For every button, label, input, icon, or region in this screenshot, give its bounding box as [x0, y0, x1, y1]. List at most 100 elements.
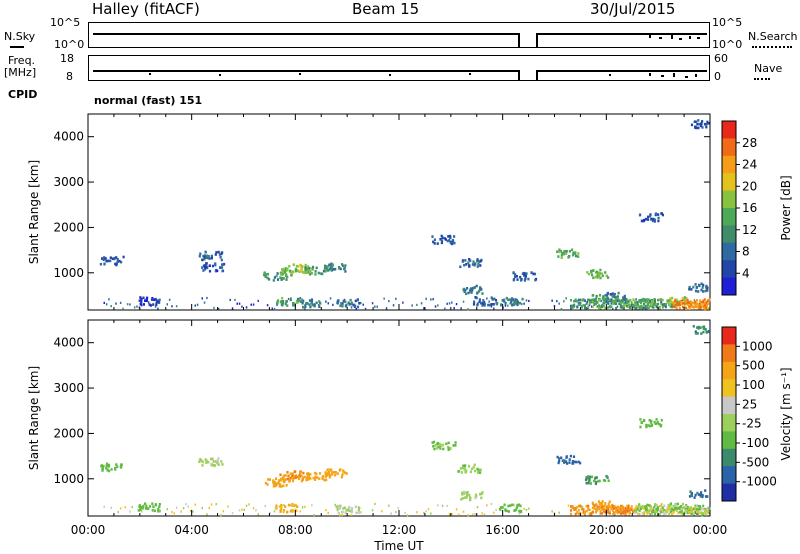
- data-cell: [465, 491, 468, 495]
- data-cell: [570, 299, 572, 302]
- data-cell: [700, 282, 703, 286]
- data-cell: [582, 508, 585, 511]
- data-cell: [688, 506, 691, 510]
- data-cell: [597, 272, 600, 276]
- data-cell: [158, 509, 161, 512]
- data-cell: [483, 304, 486, 307]
- data-cell: [559, 249, 562, 253]
- data-cell: [527, 277, 530, 281]
- data-cell: [271, 307, 273, 310]
- data-cell: [441, 236, 444, 240]
- data-cell: [657, 302, 660, 306]
- data-cell: [252, 303, 255, 306]
- data-cell: [287, 474, 290, 478]
- data-cell: [686, 301, 689, 304]
- data-cell: [151, 502, 154, 505]
- y-tick-label: 4000: [53, 336, 84, 350]
- data-cell: [341, 263, 344, 266]
- data-cell: [340, 302, 343, 305]
- data-cell: [591, 273, 594, 277]
- data-cell: [576, 511, 579, 514]
- data-cell: [635, 504, 637, 507]
- data-cell: [326, 472, 329, 475]
- data-cell: [148, 303, 151, 306]
- data-cell: [680, 512, 683, 515]
- data-cell: [248, 503, 250, 506]
- data-cell: [640, 305, 642, 308]
- data-cell: [694, 507, 697, 510]
- nsky-panel: [88, 22, 710, 48]
- data-cell: [701, 494, 704, 497]
- data-cell: [315, 472, 318, 476]
- data-cell: [699, 511, 702, 515]
- data-cell: [696, 305, 698, 309]
- data-cell: [699, 302, 702, 305]
- data-cell: [682, 513, 684, 516]
- data-cell: [306, 265, 310, 268]
- data-cell: [567, 504, 570, 507]
- data-cell: [328, 468, 331, 471]
- data-cell: [296, 475, 299, 479]
- data-cell: [700, 288, 703, 292]
- data-cell: [565, 252, 568, 255]
- data-cell: [374, 305, 376, 308]
- data-cell: [574, 252, 577, 255]
- data-cell: [577, 504, 580, 508]
- data-cell: [308, 299, 312, 302]
- data-cell: [388, 504, 390, 507]
- data-cell: [345, 304, 348, 308]
- data-cell: [276, 272, 279, 275]
- data-cell: [654, 422, 657, 425]
- data-cell: [701, 495, 704, 499]
- y-axis-label: Slant Range [km]: [27, 366, 41, 470]
- data-cell: [573, 460, 577, 464]
- data-cell: [469, 496, 472, 500]
- data-cell: [118, 259, 121, 263]
- data-cell: [299, 263, 302, 267]
- data-cell: [437, 445, 440, 449]
- data-cell: [335, 505, 338, 508]
- data-cell: [105, 259, 108, 263]
- data-cell: [327, 269, 330, 272]
- data-cell: [556, 455, 559, 459]
- data-cell: [324, 269, 327, 273]
- data-cell: [623, 296, 626, 299]
- data-cell: [598, 506, 600, 510]
- data-cell: [596, 505, 599, 509]
- data-cell: [674, 299, 677, 303]
- data-cell: [483, 513, 486, 516]
- data-cell: [700, 491, 703, 494]
- data-cell: [619, 510, 622, 514]
- data-cell: [205, 461, 208, 464]
- data-cell: [523, 507, 525, 510]
- data-cell: [558, 250, 561, 254]
- data-cell: [281, 268, 284, 271]
- data-cell: [180, 510, 182, 513]
- data-cell: [647, 511, 650, 514]
- data-cell: [624, 513, 627, 516]
- data-cell: [290, 297, 292, 300]
- data-cell: [650, 300, 653, 303]
- data-cell: [220, 460, 223, 463]
- data-cell: [217, 463, 220, 466]
- data-cell: [660, 300, 663, 304]
- data-cell: [669, 502, 672, 505]
- data-cell: [646, 299, 649, 303]
- data-cell: [124, 506, 126, 509]
- data-cell: [295, 509, 298, 513]
- data-cell: [201, 297, 203, 300]
- data-cell: [301, 506, 304, 509]
- data-cell: [674, 507, 677, 510]
- data-cell: [649, 300, 652, 303]
- data-cell: [576, 300, 579, 303]
- data-cell: [220, 514, 222, 517]
- data-cell: [655, 305, 658, 309]
- data-cell: [580, 305, 583, 309]
- data-cell: [342, 507, 345, 510]
- data-cell: [704, 328, 707, 331]
- data-cell: [493, 297, 496, 301]
- data-cell: [703, 122, 707, 126]
- data-cell: [608, 500, 611, 504]
- data-cell: [129, 510, 131, 513]
- data-cell: [621, 299, 624, 302]
